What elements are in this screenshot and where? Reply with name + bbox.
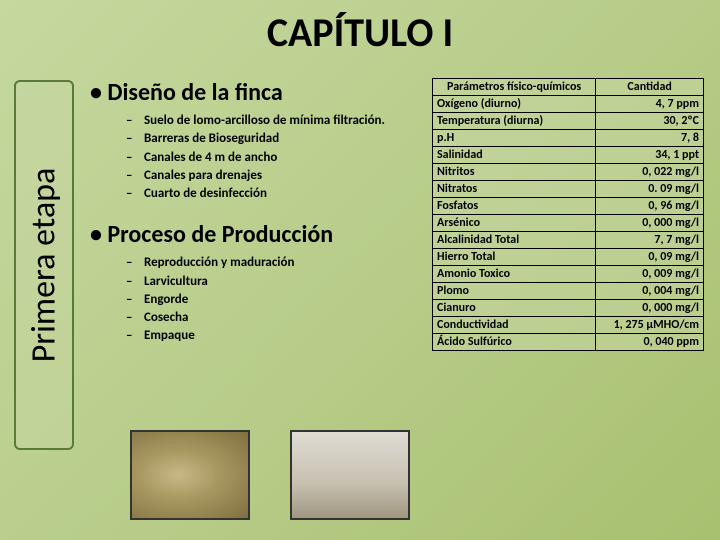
table-row: Fosfatos0, 96 mg/l (433, 198, 704, 215)
list-item: –Suelo de lomo-arcilloso de mínima filtr… (126, 113, 420, 129)
list-item: –Cosecha (126, 310, 420, 326)
list-item: –Canales de 4 m de ancho (126, 150, 420, 166)
list-item: –Empaque (126, 328, 420, 344)
table-row: Temperatura (diurna)30, 2ºC (433, 113, 704, 130)
image-row (130, 430, 410, 520)
image-shrimp (130, 430, 250, 520)
table-row: Salinidad34, 1 ppt (433, 147, 704, 164)
col-header-qty: Cantidad (596, 79, 704, 96)
image-workers (290, 430, 410, 520)
table-row: p.H7, 8 (433, 130, 704, 147)
list-item: –Barreras de Bioseguridad (126, 131, 420, 147)
table-row: Nitritos0, 022 mg/l (433, 164, 704, 181)
list-item: –Larvicultura (126, 274, 420, 290)
slide-title-container: CAPÍTULO I (0, 0, 720, 57)
table-row: Plomo0, 004 mg/l (433, 283, 704, 300)
stage-label-box: Primera etapa (14, 80, 74, 450)
table-body: Oxígeno (diurno)4, 7 ppm Temperatura (di… (433, 96, 704, 351)
slide-title: CAPÍTULO I (0, 8, 720, 57)
table-row: Amonio Toxico0, 009 mg/l (433, 266, 704, 283)
table-row: Hierro Total0, 09 mg/l (433, 249, 704, 266)
section1-items: –Suelo de lomo-arcilloso de mínima filtr… (126, 113, 420, 202)
list-item: –Canales para drenajes (126, 168, 420, 184)
stage-label: Primera etapa (24, 168, 65, 363)
table-row: Arsénico0, 000 mg/l (433, 215, 704, 232)
col-header-param: Parámetros físico-químicos (433, 79, 596, 96)
table-row: Ácido Sulfúrico0, 040 ppm (433, 334, 704, 351)
table-row: Nitratos0. 09 mg/l (433, 181, 704, 198)
table-header-row: Parámetros físico-químicos Cantidad (433, 79, 704, 96)
section2-items: –Reproducción y maduración –Larvicultura… (126, 255, 420, 344)
table-row: Cianuro0, 000 mg/l (433, 300, 704, 317)
section1-heading: • Diseño de la finca (90, 78, 420, 107)
table-row: Oxígeno (diurno)4, 7 ppm (433, 96, 704, 113)
list-item: –Reproducción y maduración (126, 255, 420, 271)
section2-heading: • Proceso de Producción (90, 220, 420, 249)
table-row: Alcalinidad Total7, 7 mg/l (433, 232, 704, 249)
list-item: –Cuarto de desinfección (126, 186, 420, 202)
list-item: –Engorde (126, 292, 420, 308)
main-content: • Diseño de la finca –Suelo de lomo-arci… (90, 78, 420, 363)
table-row: Conductividad1, 275 µMHO/cm (433, 317, 704, 334)
parameters-table: Parámetros físico-químicos Cantidad Oxíg… (432, 78, 704, 351)
